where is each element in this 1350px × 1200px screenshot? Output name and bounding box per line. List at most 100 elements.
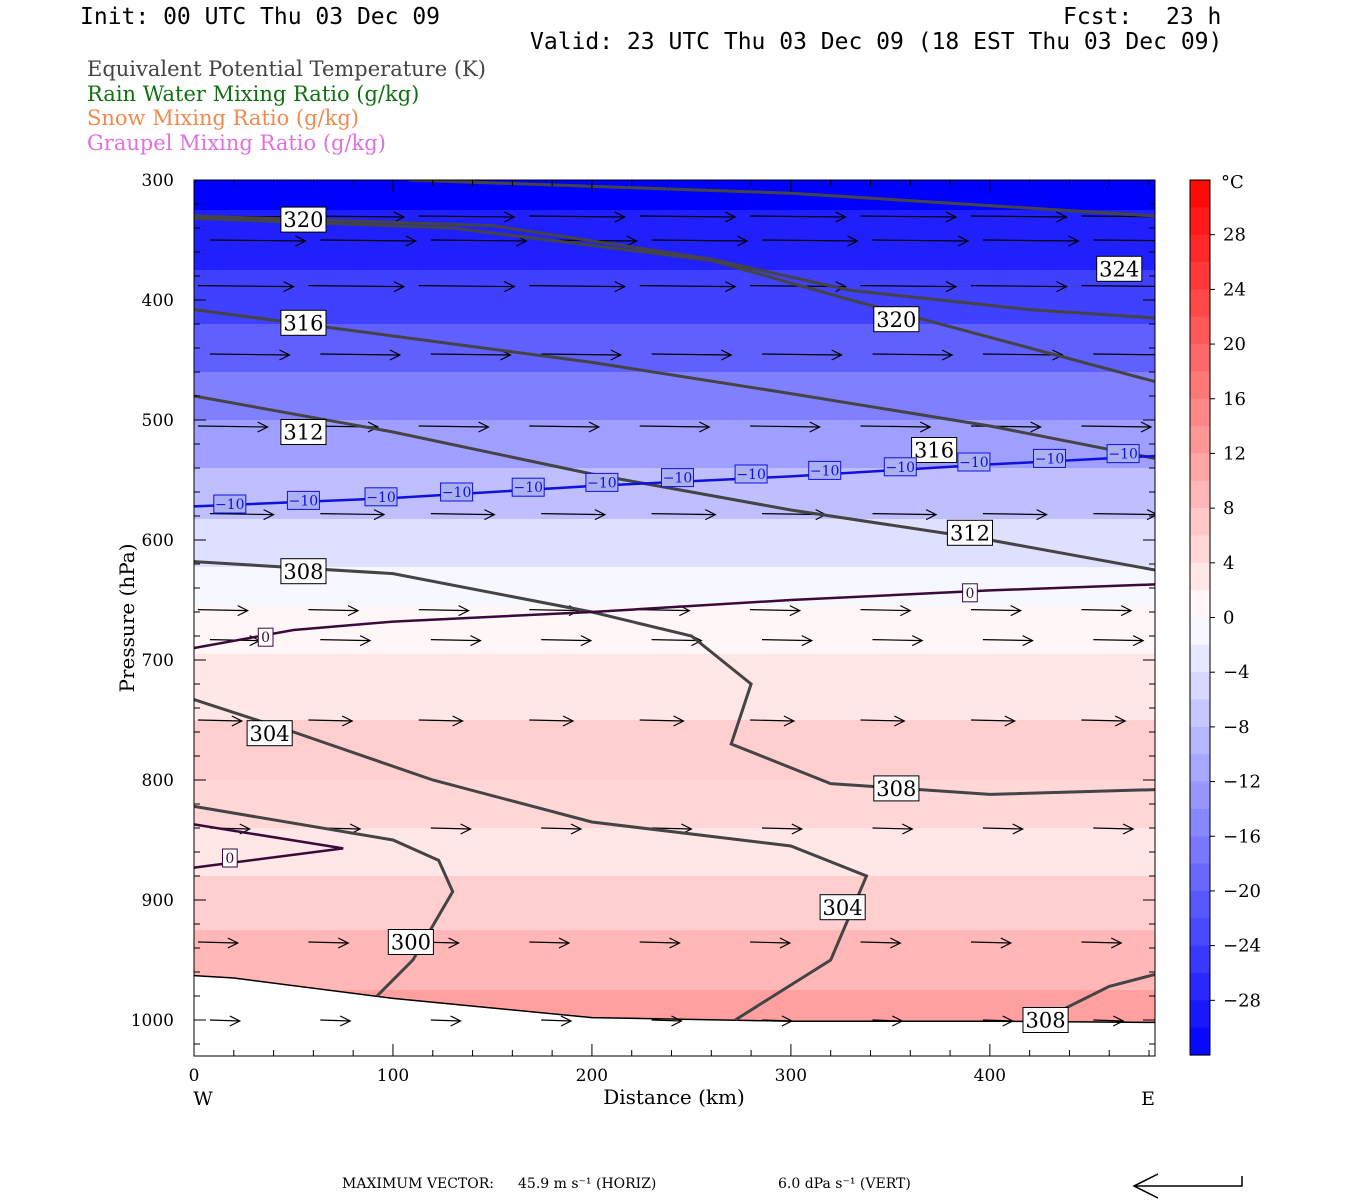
isotherm-label: −10 (736, 467, 766, 483)
colorbar-segment (1190, 1027, 1210, 1056)
wind-vector (1081, 215, 1155, 218)
init-time: Init: 00 UTC Thu 03 Dec 09 (80, 4, 441, 30)
colorbar-segment (1190, 1000, 1210, 1029)
wind-vector (970, 281, 1068, 293)
wind-vector (982, 823, 1025, 835)
isotherm-label: −10 (366, 490, 396, 506)
wind-vector (1081, 937, 1123, 949)
colorbar-tick-label: 12 (1223, 443, 1246, 464)
wind-vector (872, 635, 924, 647)
colorbar-segment (1190, 426, 1210, 454)
wind-vector (860, 421, 932, 433)
colorbar-tick-label: −20 (1223, 881, 1261, 902)
colorbar-segment (1190, 371, 1210, 400)
isotherm-label: −10 (215, 497, 245, 513)
wind-vector (651, 235, 749, 247)
theta-e-contour (194, 394, 1155, 572)
wind-vector (197, 605, 250, 617)
wind-vector (761, 235, 859, 247)
wind-vector (1093, 239, 1155, 242)
wind-vector (1081, 285, 1155, 287)
colorbar-tick-label: −8 (1223, 717, 1250, 738)
wind-vector (872, 509, 938, 521)
colorbar-segment (1190, 754, 1210, 783)
colorbar-tick-label: −16 (1223, 826, 1261, 847)
temperature-band (194, 372, 1155, 421)
theta-e-label: 316 (283, 311, 323, 335)
wind-vector (308, 281, 406, 293)
theta-e-label-box (280, 309, 327, 336)
colorbar-tick-label: 28 (1223, 225, 1246, 246)
wind-vector (872, 823, 914, 835)
theta-e-contour (194, 560, 1155, 796)
wind-vector (860, 605, 912, 617)
isotherm-label-box (957, 452, 991, 472)
wind-vector (651, 1015, 683, 1027)
max-vector-vertical: 6.0 dPa s⁻¹ (VERT) (778, 1176, 911, 1192)
wind-vector (418, 281, 516, 293)
wind-vector (541, 1015, 573, 1027)
legend-rain-water: Rain Water Mixing Ratio (g/kg) (87, 82, 420, 106)
colorbar-segment (1190, 644, 1210, 673)
colorbar-segment (1190, 590, 1210, 619)
legend-graupel: Graupel Mixing Ratio (g/kg) (87, 131, 386, 155)
theta-e-label-box (819, 894, 866, 921)
isotherm-label: 0 (966, 586, 975, 602)
colorbar-tick-label: −28 (1223, 990, 1261, 1011)
isotherm-label: −10 (1108, 447, 1138, 463)
colorbar-tick-label: 20 (1223, 334, 1246, 355)
colorbar-segment (1190, 973, 1210, 1001)
wind-vector (541, 823, 583, 835)
temperature-band (194, 519, 1155, 568)
wind-vector (418, 421, 490, 433)
wind-vector (308, 937, 350, 949)
wind-vector (761, 349, 843, 361)
wind-vector (970, 605, 1023, 617)
isotherm-label-box (222, 848, 238, 868)
wind-vector (430, 1015, 462, 1027)
wind-vector (1093, 353, 1155, 356)
isotherm-label: −10 (514, 480, 544, 496)
wind-vector (418, 605, 470, 617)
wind-vector (209, 509, 275, 521)
wind-vector (982, 635, 1034, 647)
wind-vector (750, 421, 822, 433)
isotherm-label-box (1106, 444, 1140, 464)
wind-vector (639, 421, 711, 433)
wind-vector (651, 349, 733, 361)
wind-vector (418, 211, 516, 223)
wind-vector (430, 823, 472, 835)
temperature-band (194, 567, 1155, 607)
theta-e-contour (194, 214, 1155, 320)
wind-vector (860, 937, 902, 949)
theta-e-label: 304 (250, 722, 290, 746)
theta-e-label-box (387, 929, 434, 955)
wind-vector (418, 715, 464, 727)
theta-e-label: 320 (283, 208, 323, 232)
wind-vector (430, 635, 482, 647)
isotherm-label: 0 (261, 630, 270, 646)
wind-vector (320, 1015, 352, 1027)
isotherm-label-box (511, 477, 545, 497)
isotherm-label-box (883, 457, 917, 477)
wind-vector (529, 281, 627, 293)
theta-e-label-box (246, 720, 293, 747)
isotherm-label: 0 (225, 851, 234, 867)
wind-vector (541, 635, 593, 647)
wind-vector (1093, 1015, 1125, 1027)
colorbar-segment (1190, 781, 1210, 810)
y-tick-label: 400 (142, 291, 174, 311)
y-tick-label: 1000 (131, 1011, 174, 1031)
wind-vector (860, 715, 906, 727)
isotherm-label-box (440, 482, 474, 502)
wind-vector (529, 937, 571, 949)
plot-frame (193, 179, 1156, 1057)
theta-e-label: 304 (823, 896, 863, 920)
wind-vector (1081, 715, 1127, 727)
colorbar-segment (1190, 316, 1210, 345)
colorbar-segment (1190, 508, 1210, 536)
reference-vector-arrow (1132, 1173, 1243, 1199)
max-vector-horizontal: 45.9 m s⁻¹ (HORIZ) (518, 1176, 657, 1192)
wind-vector (1081, 421, 1153, 433)
